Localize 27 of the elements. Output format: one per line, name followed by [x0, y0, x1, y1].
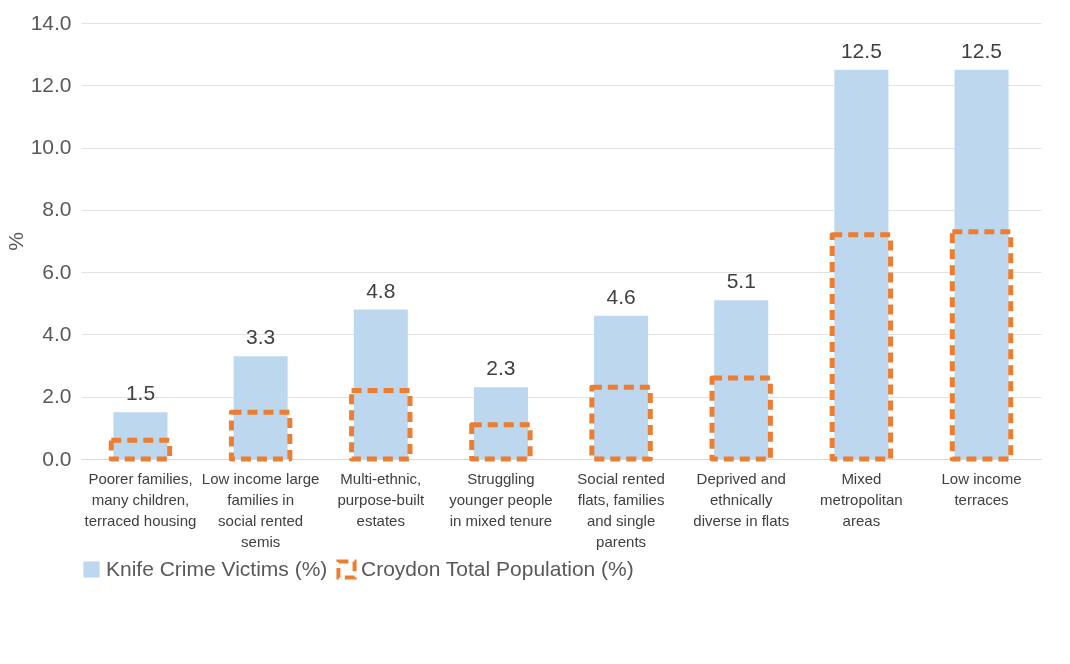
legend-label: Croydon Total Population (%) — [361, 556, 634, 580]
data-label: 3.3 — [246, 325, 276, 349]
data-label: 2.3 — [486, 356, 516, 380]
x-tick-label: Low income terraces — [941, 469, 1022, 508]
y-tick-label: 12.0 — [30, 72, 72, 96]
x-tick-label: Multi-ethnic, purpose-built estates — [337, 469, 425, 529]
y-tick-label: 2.0 — [42, 384, 72, 408]
data-label: 5.1 — [726, 269, 756, 293]
y-tick-label: 0.0 — [42, 446, 72, 470]
x-tick-label: Deprived and ethnically diverse in flats — [693, 469, 790, 529]
y-tick-label: 4.0 — [42, 321, 72, 345]
data-label: 4.6 — [606, 284, 636, 308]
x-tick-label: Poorer families, many children, terraced housing — [84, 469, 197, 529]
y-tick-label: 6.0 — [42, 259, 72, 283]
data-label: 12.5 — [840, 38, 882, 62]
y-tick-label: 10.0 — [30, 135, 72, 159]
x-tick-label: Struggling younger people in mixed tenure — [449, 469, 553, 529]
data-label: 12.5 — [961, 38, 1002, 62]
x-tick-label: Social rented flats, families and single parents — [577, 469, 665, 550]
y-tick-label: 14.0 — [30, 10, 72, 34]
data-label: 4.8 — [366, 278, 396, 302]
y-tick-label: 8.0 — [42, 197, 72, 221]
y-axis-title: % — [3, 232, 27, 251]
data-label: 1.5 — [125, 381, 156, 405]
x-tick-label: Mixed metropolitan areas — [820, 469, 903, 529]
legend-label: Knife Crime Victims (%) — [106, 556, 328, 580]
x-tick-label: Low income large families in social rented semis — [201, 469, 320, 550]
